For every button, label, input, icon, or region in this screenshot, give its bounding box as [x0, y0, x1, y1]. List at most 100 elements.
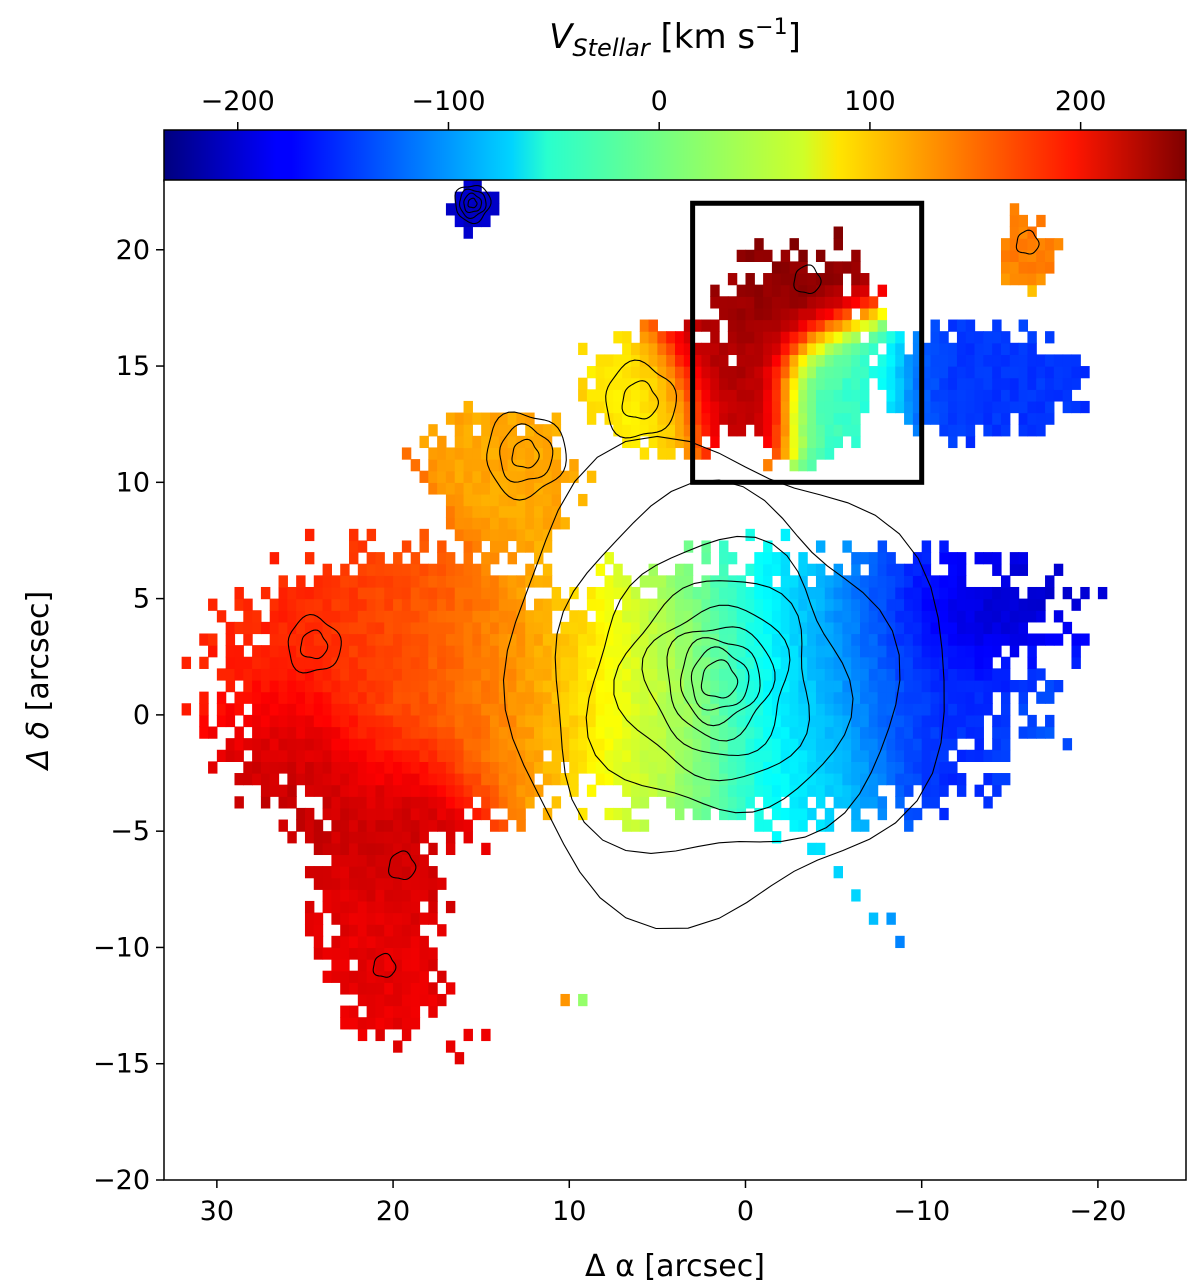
velocity-pixel: [595, 377, 606, 390]
velocity-pixel: [860, 389, 870, 402]
velocity-pixel: [868, 575, 879, 588]
velocity-pixel: [798, 575, 808, 588]
velocity-pixel: [208, 645, 218, 658]
velocity-pixel: [401, 993, 412, 1007]
velocity-pixel: [683, 656, 694, 669]
velocity-pixel: [965, 319, 976, 332]
velocity-pixel: [454, 738, 465, 751]
velocity-pixel: [789, 284, 799, 297]
velocity-pixel: [366, 656, 377, 669]
velocity-pixel: [692, 366, 703, 379]
velocity-pixel: [234, 668, 244, 681]
velocity-pixel: [710, 377, 720, 390]
velocity-pixel: [428, 656, 438, 669]
velocity-pixel: [948, 377, 958, 390]
velocity-pixel: [860, 296, 870, 309]
velocity-pixel: [349, 761, 359, 774]
velocity-pixel: [445, 796, 456, 809]
velocity-pixel: [763, 633, 773, 646]
velocity-pixel: [930, 354, 940, 367]
velocity-pixel: [419, 598, 429, 611]
velocity-pixel: [692, 773, 703, 786]
velocity-pixel: [534, 470, 544, 483]
velocity-pixel: [560, 470, 570, 483]
velocity-pixel: [983, 691, 993, 704]
velocity-pixel: [1009, 645, 1020, 658]
velocity-pixel: [287, 796, 297, 809]
velocity-pixel: [410, 889, 421, 902]
velocity-pixel: [895, 761, 905, 774]
velocity-pixel: [763, 400, 773, 414]
velocity-pixel: [965, 598, 976, 611]
velocity-pixel: [771, 610, 782, 623]
velocity-pixel: [357, 761, 368, 774]
velocity-pixel: [313, 738, 324, 751]
velocity-pixel: [366, 738, 377, 751]
velocity-pixel: [868, 714, 879, 728]
velocity-pixel: [666, 668, 676, 681]
velocity-pixel: [534, 482, 544, 495]
velocity-pixel: [331, 749, 341, 762]
velocity-pixel: [613, 331, 623, 344]
velocity-pixel: [630, 342, 641, 356]
velocity-pixel: [763, 610, 773, 623]
velocity-pixel: [463, 226, 473, 239]
velocity-pixel: [578, 993, 588, 1007]
velocity-pixel: [1000, 389, 1011, 402]
velocity-pixel: [375, 912, 385, 925]
velocity-pixel: [1009, 552, 1020, 565]
velocity-pixel: [269, 773, 280, 786]
velocity-pixel: [833, 784, 843, 797]
velocity-pixel: [948, 656, 958, 669]
velocity-pixel: [410, 691, 421, 704]
velocity-pixel: [1053, 354, 1064, 367]
velocity-pixel: [754, 586, 764, 600]
velocity-pixel: [384, 784, 394, 797]
velocity-pixel: [683, 412, 694, 425]
velocity-pixel: [657, 400, 667, 414]
velocity-pixel: [586, 470, 597, 483]
velocity-pixel: [675, 784, 685, 797]
velocity-pixel: [701, 389, 711, 402]
velocity-pixel: [534, 610, 544, 623]
velocity-pixel: [780, 633, 791, 646]
velocity-pixel: [692, 389, 703, 402]
velocity-pixel: [604, 726, 614, 739]
y-tick-label: −20: [93, 1165, 150, 1196]
velocity-pixel: [648, 703, 658, 716]
velocity-pixel: [807, 447, 817, 460]
velocity-pixel: [349, 877, 359, 890]
velocity-pixel: [331, 738, 341, 751]
velocity-pixel: [745, 342, 755, 356]
velocity-pixel: [833, 284, 843, 297]
velocity-pixel: [992, 714, 1002, 728]
velocity-pixel: [842, 424, 852, 437]
velocity-pixel: [912, 668, 923, 681]
velocity-pixel: [789, 435, 799, 449]
velocity-pixel: [366, 552, 377, 565]
velocity-pixel: [1009, 400, 1020, 414]
velocity-pixel: [481, 773, 491, 786]
velocity-pixel: [727, 598, 738, 611]
velocity-pixel: [304, 552, 315, 565]
velocity-pixel: [789, 703, 799, 716]
velocity-pixel: [992, 331, 1002, 344]
velocity-pixel: [216, 691, 227, 704]
velocity-pixel: [1045, 586, 1055, 600]
velocity-pixel: [745, 296, 755, 309]
velocity-pixel: [675, 738, 685, 751]
velocity-pixel: [877, 284, 888, 297]
velocity-pixel: [613, 714, 623, 728]
velocity-pixel: [472, 540, 482, 553]
velocity-pixel: [1018, 273, 1029, 286]
velocity-pixel: [304, 528, 315, 542]
velocity-pixel: [771, 331, 782, 344]
velocity-pixel: [877, 773, 888, 786]
velocity-pixel: [860, 784, 870, 797]
velocity-pixel: [983, 656, 993, 669]
velocity-pixel: [701, 656, 711, 669]
velocity-pixel: [992, 645, 1002, 658]
velocity-pixel: [525, 412, 535, 425]
velocity-pixel: [939, 714, 949, 728]
velocity-pixel: [956, 656, 967, 669]
